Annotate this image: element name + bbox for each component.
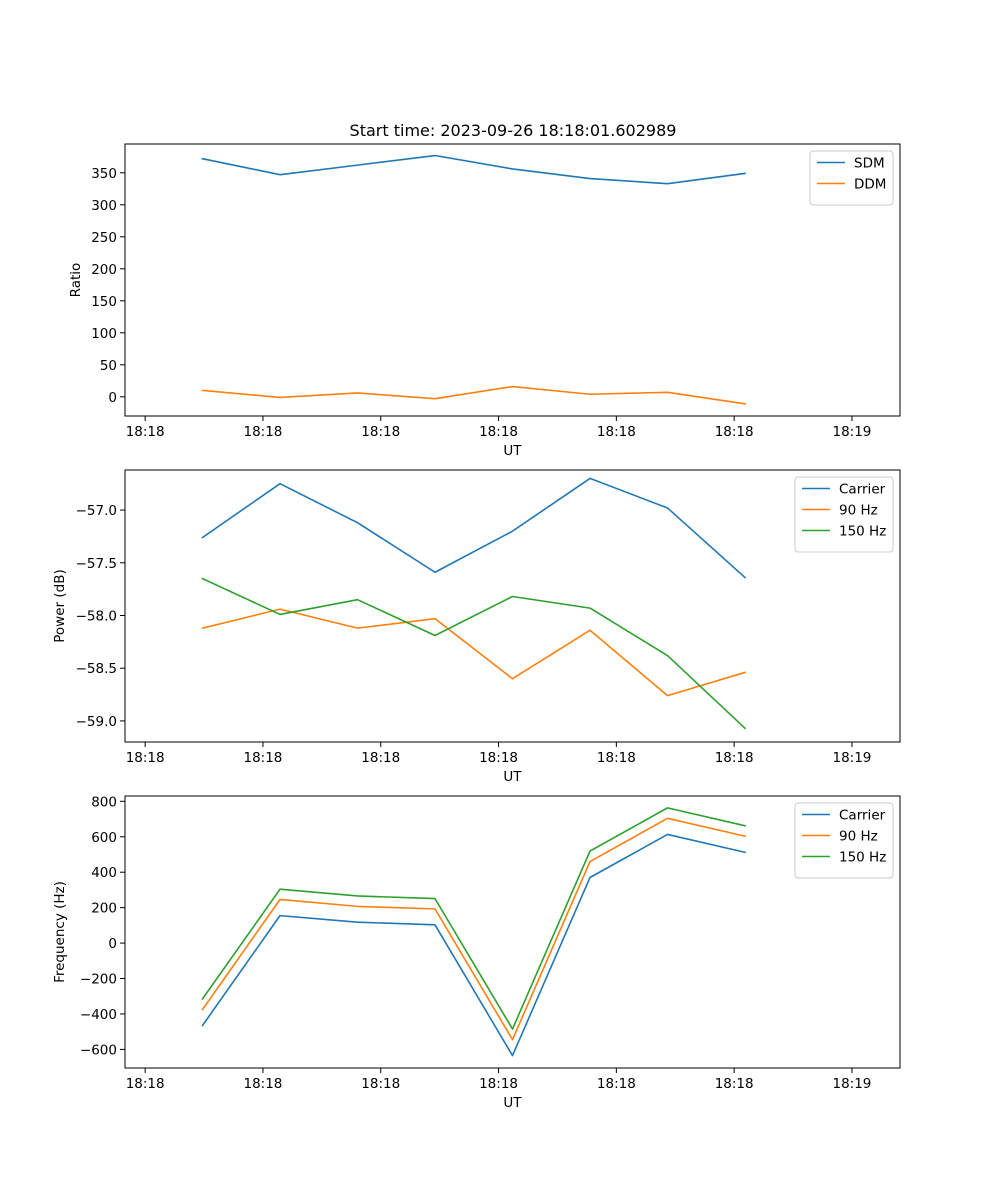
frequency-series-carrier <box>201 833 746 1057</box>
power-legend-label: Carrier <box>839 482 886 498</box>
power-legend: Carrier 90 Hz 150 Hz <box>794 476 894 553</box>
frequency-x-tick-label: 18:18 <box>126 1076 165 1092</box>
ratio-panel: 18:18 18:18 18:18 18:18 18:18 18:18 18:19 0 50 10… <box>68 143 901 459</box>
power-x-tick-label: 18:18 <box>126 750 165 766</box>
ratio-x-tick-label: 18:18 <box>126 424 165 440</box>
frequency-x-tick-label: 18:19 <box>832 1076 871 1092</box>
frequency-panel: 18:18 18:18 18:18 18:18 18:18 18:18 18:19 −600 −… <box>52 794 901 1111</box>
ratio-x-tick-label: 18:18 <box>361 424 400 440</box>
ratio-x-tick-label: 18:18 <box>597 424 636 440</box>
frequency-legend: Carrier 90 Hz 150 Hz <box>794 802 894 879</box>
ratio-x-tick-label: 18:18 <box>243 424 282 440</box>
ratio-y-tick-label: 250 <box>91 230 117 246</box>
ratio-series-ddm <box>201 385 746 405</box>
ratio-plot-frame <box>124 143 901 417</box>
power-x-tick-label: 18:18 <box>243 750 282 766</box>
frequency-y-tick-label: 0 <box>108 936 117 952</box>
ratio-series-sdm <box>201 154 746 185</box>
ratio-y-tick-label: 150 <box>91 294 117 310</box>
ratio-y-tick-label: 50 <box>100 358 117 374</box>
ratio-y-tick-label: 300 <box>91 198 117 214</box>
ratio-x-tick-label: 18:18 <box>715 424 754 440</box>
power-x-axis-label: UT <box>503 769 522 785</box>
frequency-legend-box <box>794 802 894 879</box>
frequency-x-tick-label: 18:18 <box>243 1076 282 1092</box>
power-x-tick-label: 18:18 <box>479 750 518 766</box>
frequency-legend-label: Carrier <box>839 808 886 824</box>
power-plot-frame <box>124 469 901 743</box>
power-y-axis-label: Power (dB) <box>52 569 68 642</box>
ratio-y-tick-label: 100 <box>91 326 117 342</box>
frequency-y-tick-label: −200 <box>80 972 117 988</box>
frequency-x-tick-label: 18:18 <box>479 1076 518 1092</box>
frequency-y-tick-label: 800 <box>91 794 117 810</box>
ratio-y-axis-label: Ratio <box>68 263 84 298</box>
power-x-tick-label: 18:18 <box>715 750 754 766</box>
figure-title: Start time: 2023-09-26 18:18:01.602989 <box>350 121 677 140</box>
frequency-y-tick-label: 600 <box>91 830 117 846</box>
frequency-x-tick-label: 18:18 <box>597 1076 636 1092</box>
frequency-x-tick-label: 18:18 <box>361 1076 400 1092</box>
frequency-x-tick-label: 18:18 <box>715 1076 754 1092</box>
power-legend-label: 90 Hz <box>839 503 878 519</box>
frequency-y-axis-label: Frequency (Hz) <box>52 881 68 983</box>
ratio-y-tick-label: 200 <box>91 262 117 278</box>
ratio-legend-box <box>809 150 894 206</box>
ratio-y-tick-label: 0 <box>108 390 117 406</box>
power-legend-box <box>794 476 894 553</box>
ratio-legend-label: SDM <box>854 156 885 172</box>
power-y-tick-label: −58.5 <box>76 661 117 677</box>
power-y-tick-label: −58.0 <box>76 608 117 624</box>
power-y-tick-label: −57.0 <box>76 503 117 519</box>
power-series-150-hz <box>201 577 747 730</box>
power-x-tick-label: 18:18 <box>361 750 400 766</box>
power-legend-label: 150 Hz <box>839 524 886 540</box>
ratio-legend-label: DDM <box>854 177 886 193</box>
ratio-y-tick-label: 350 <box>91 166 117 182</box>
power-x-tick-label: 18:19 <box>832 750 871 766</box>
frequency-y-tick-label: −600 <box>80 1042 117 1058</box>
power-y-tick-label: −57.5 <box>76 556 117 572</box>
ratio-x-tick-label: 18:18 <box>479 424 518 440</box>
frequency-y-tick-label: 400 <box>91 865 117 881</box>
frequency-series-150-hz <box>201 807 746 1030</box>
power-x-tick-label: 18:18 <box>597 750 636 766</box>
frequency-y-tick-label: 200 <box>91 901 117 917</box>
power-y-tick-label: −59.0 <box>76 714 117 730</box>
frequency-legend-label: 90 Hz <box>839 829 878 845</box>
ratio-x-axis-label: UT <box>503 443 522 459</box>
ratio-legend: SDM DDM <box>809 150 894 206</box>
frequency-x-axis-label: UT <box>503 1095 522 1111</box>
power-panel: 18:18 18:18 18:18 18:18 18:18 18:18 18:19 −59.0… <box>52 469 901 785</box>
frequency-legend-label: 150 Hz <box>839 850 886 866</box>
power-series-carrier <box>201 477 747 579</box>
frequency-plot-frame <box>124 795 901 1069</box>
ratio-x-tick-label: 18:19 <box>832 424 871 440</box>
frequency-series-90-hz <box>201 817 746 1041</box>
frequency-y-tick-label: −400 <box>80 1007 117 1023</box>
